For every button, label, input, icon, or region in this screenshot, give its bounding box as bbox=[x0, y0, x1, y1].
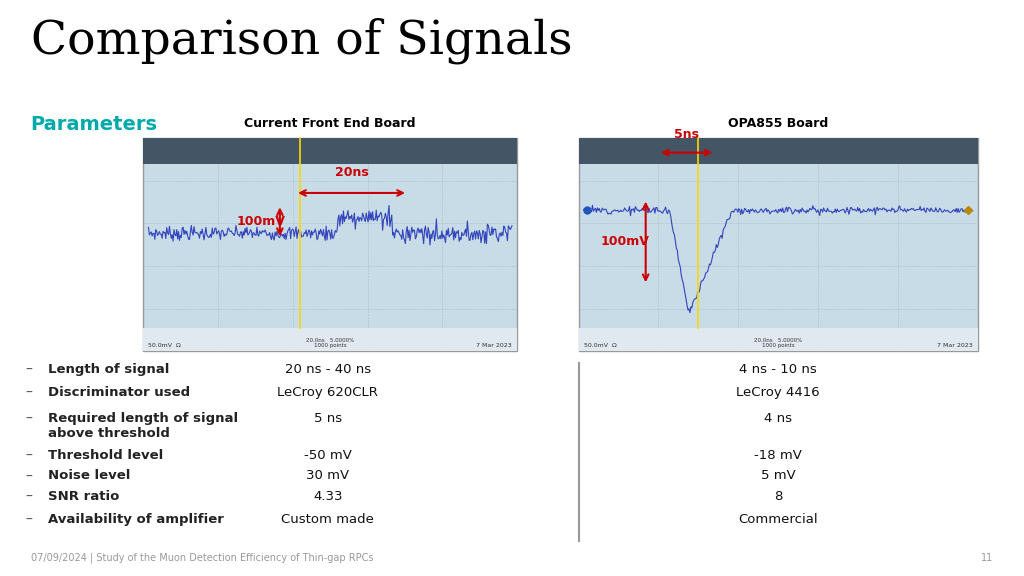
Text: LeCroy 4416: LeCroy 4416 bbox=[736, 386, 820, 399]
Bar bbox=[579, 138, 978, 164]
Text: 11: 11 bbox=[981, 554, 993, 563]
Text: 4 ns - 10 ns: 4 ns - 10 ns bbox=[739, 363, 817, 376]
Text: Commercial: Commercial bbox=[738, 513, 818, 526]
Bar bbox=[143, 138, 517, 164]
Text: SNR ratio: SNR ratio bbox=[48, 490, 120, 503]
Text: 20.0ns   5.0000%
1000 points: 20.0ns 5.0000% 1000 points bbox=[754, 338, 803, 348]
Text: Availability of amplifier: Availability of amplifier bbox=[48, 513, 224, 526]
Text: Length of signal: Length of signal bbox=[48, 363, 170, 376]
Text: Noise level: Noise level bbox=[48, 469, 130, 483]
Text: Current Front End Board: Current Front End Board bbox=[245, 116, 416, 130]
Text: 100mV: 100mV bbox=[237, 215, 286, 228]
Text: –: – bbox=[26, 513, 33, 526]
Text: 50.0mV  Ω: 50.0mV Ω bbox=[148, 343, 181, 348]
Text: –: – bbox=[26, 490, 33, 503]
Text: 20ns: 20ns bbox=[335, 165, 369, 179]
Text: 7 Mar 2023: 7 Mar 2023 bbox=[937, 343, 973, 348]
Text: –: – bbox=[26, 469, 33, 483]
Text: 5ns: 5ns bbox=[674, 128, 699, 141]
Text: LeCroy 620CLR: LeCroy 620CLR bbox=[278, 386, 378, 399]
Text: Required length of signal
above threshold: Required length of signal above threshol… bbox=[48, 412, 239, 440]
Text: 5 mV: 5 mV bbox=[761, 469, 796, 483]
Bar bbox=[143, 328, 517, 351]
Text: 5 ns: 5 ns bbox=[313, 412, 342, 425]
Text: -18 mV: -18 mV bbox=[755, 449, 802, 463]
Text: –: – bbox=[26, 386, 33, 400]
Text: 4 ns: 4 ns bbox=[764, 412, 793, 425]
Text: 7 Mar 2023: 7 Mar 2023 bbox=[476, 343, 512, 348]
Text: 50.0mV  Ω: 50.0mV Ω bbox=[584, 343, 616, 348]
Bar bbox=[579, 138, 978, 351]
Text: Threshold level: Threshold level bbox=[48, 449, 164, 463]
Text: Parameters: Parameters bbox=[31, 115, 158, 134]
Text: Custom made: Custom made bbox=[282, 513, 374, 526]
Text: 20 ns - 40 ns: 20 ns - 40 ns bbox=[285, 363, 371, 376]
Text: OPA855 Board: OPA855 Board bbox=[728, 116, 828, 130]
Text: 07/09/2024 | Study of the Muon Detection Efficiency of Thin-gap RPCs: 07/09/2024 | Study of the Muon Detection… bbox=[31, 553, 373, 563]
Text: 20.0ns   5.0000%
1000 points: 20.0ns 5.0000% 1000 points bbox=[306, 338, 354, 348]
Text: 100mV: 100mV bbox=[601, 236, 649, 248]
Text: -50 mV: -50 mV bbox=[304, 449, 351, 463]
Text: –: – bbox=[26, 412, 33, 426]
Text: 4.33: 4.33 bbox=[313, 490, 342, 503]
Text: –: – bbox=[26, 449, 33, 463]
Text: –: – bbox=[26, 363, 33, 377]
Text: 8: 8 bbox=[774, 490, 782, 503]
Text: Discriminator used: Discriminator used bbox=[48, 386, 190, 399]
Text: 30 mV: 30 mV bbox=[306, 469, 349, 483]
Bar bbox=[579, 328, 978, 351]
Bar bbox=[143, 138, 517, 351]
Text: Comparison of Signals: Comparison of Signals bbox=[31, 17, 572, 64]
